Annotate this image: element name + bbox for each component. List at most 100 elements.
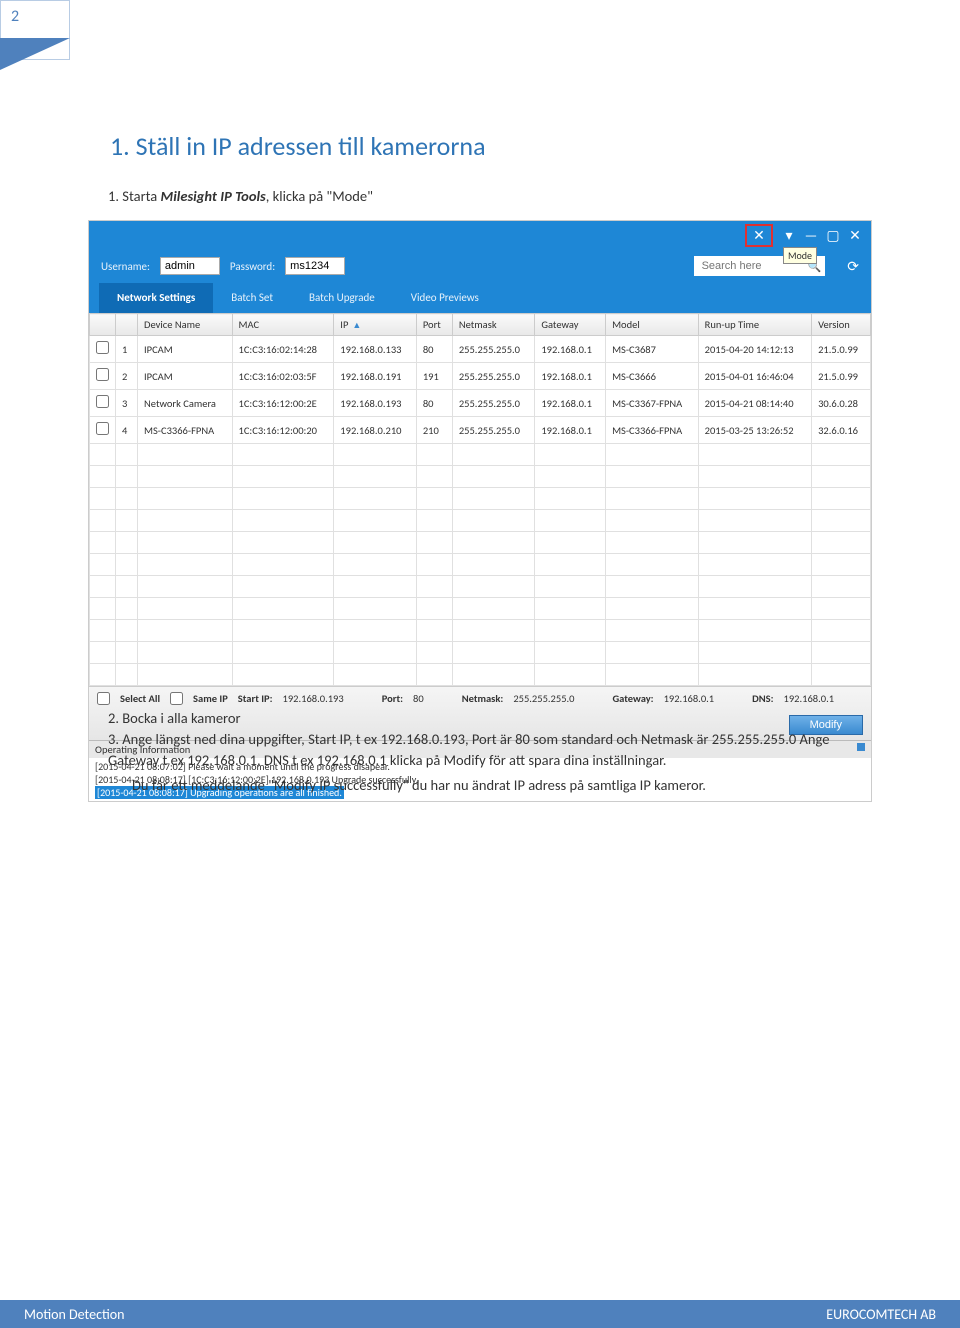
username-input[interactable] [160, 257, 220, 275]
row-mac: 1C:C3:16:12:00:20 [232, 417, 334, 444]
col-model[interactable]: Model [606, 314, 699, 336]
row-gateway: 192.168.0.1 [535, 363, 606, 390]
col-number[interactable] [116, 314, 138, 336]
col-runup[interactable]: Run-up Time [698, 314, 811, 336]
row-version: 30.6.0.28 [812, 390, 871, 417]
page-footer: Motion Detection EUROCOMTECH AB [0, 1300, 960, 1328]
topbar: Username: Password: 🔍 ⟳ [89, 249, 871, 283]
mode-icon[interactable]: ✕ [751, 227, 767, 244]
row-netmask: 255.255.255.0 [452, 363, 535, 390]
table-row-empty [90, 598, 871, 620]
col-ip[interactable]: IP▲ [334, 314, 417, 336]
table-row[interactable]: 3Network Camera1C:C3:16:12:00:2E192.168.… [90, 390, 871, 417]
tab-batch-set[interactable]: Batch Set [213, 283, 291, 313]
row-netmask: 255.255.255.0 [452, 390, 535, 417]
row-gateway: 192.168.0.1 [535, 417, 606, 444]
row-gateway: 192.168.0.1 [535, 390, 606, 417]
tab-batch-upgrade[interactable]: Batch Upgrade [291, 283, 393, 313]
row-checkbox[interactable] [96, 368, 109, 381]
row-ip: 192.168.0.193 [334, 390, 417, 417]
tabs: Network Settings Batch Set Batch Upgrade… [89, 283, 871, 313]
row-checkbox[interactable] [96, 422, 109, 435]
table-row-empty [90, 664, 871, 686]
select-all-label: Select All [120, 692, 160, 705]
col-netmask[interactable]: Netmask [452, 314, 535, 336]
tab-network-settings[interactable]: Network Settings [99, 283, 213, 313]
gateway-value[interactable]: 192.168.0.1 [664, 692, 715, 705]
same-ip-checkbox[interactable] [170, 692, 183, 705]
table-header-row: Device Name MAC IP▲ Port Netmask Gateway… [90, 314, 871, 336]
table-row-empty [90, 532, 871, 554]
table-row-empty [90, 510, 871, 532]
mode-tooltip: Mode [783, 247, 817, 264]
corner-decoration [0, 38, 70, 70]
step3: 3. Ange längst ned dina uppgifter, Start… [88, 729, 872, 771]
col-device-name[interactable]: Device Name [138, 314, 233, 336]
maximize-icon[interactable]: ▢ [825, 227, 841, 244]
mode-button-highlight: ✕ [745, 224, 773, 247]
row-model: MS-C3366-FPNA [606, 417, 699, 444]
steps-2-3: 2. Bocka i alla kameror 3. Ange längst n… [88, 708, 872, 796]
netmask-label: Netmask: [462, 692, 504, 705]
row-checkbox[interactable] [96, 341, 109, 354]
row-mac: 1C:C3:16:02:03:5F [232, 363, 334, 390]
port-label: Port: [382, 692, 403, 705]
section-title: 1. Ställ in IP adressen till kamerorna [110, 130, 486, 162]
password-label: Password: [230, 260, 275, 273]
start-ip-label: Start IP: [238, 692, 273, 705]
step2: 2. Bocka i alla kameror [88, 708, 872, 729]
dns-value[interactable]: 192.168.0.1 [784, 692, 835, 705]
row-device: Network Camera [138, 390, 233, 417]
col-port[interactable]: Port [416, 314, 452, 336]
dns-label: DNS: [752, 692, 773, 705]
row-model: MS-C3666 [606, 363, 699, 390]
minimize-tray-icon[interactable]: ▾ [781, 227, 797, 244]
username-label: Username: [101, 260, 150, 273]
row-mac: 1C:C3:16:02:14:28 [232, 336, 334, 363]
table-row[interactable]: 1IPCAM1C:C3:16:02:14:28192.168.0.1338025… [90, 336, 871, 363]
table-row[interactable]: 4 MS-C3366-FPNA 1C:C3:16:12:00:20 192.168.0… [90, 417, 871, 444]
table-row-empty [90, 554, 871, 576]
row-runup: 2015-03-25 13:26:52 [698, 417, 811, 444]
footer-left: Motion Detection [24, 1306, 125, 1323]
row-mac: 1C:C3:16:12:00:2E [232, 390, 334, 417]
row-runup: 2015-04-20 14:12:13 [698, 336, 811, 363]
device-table: Device Name MAC IP▲ Port Netmask Gateway… [89, 313, 871, 686]
netmask-value[interactable]: 255.255.255.0 [513, 692, 574, 705]
row-ip: 192.168.0.133 [334, 336, 417, 363]
tab-video-previews[interactable]: Video Previews [393, 283, 497, 313]
row-num: 1 [116, 336, 138, 363]
row-num: 4 [116, 417, 138, 444]
col-mac[interactable]: MAC [232, 314, 334, 336]
table-row-empty [90, 488, 871, 510]
sort-asc-icon: ▲ [352, 320, 361, 331]
row-gateway: 192.168.0.1 [535, 336, 606, 363]
table-row-empty [90, 642, 871, 664]
port-value[interactable]: 80 [413, 692, 424, 705]
table-row-empty [90, 444, 871, 466]
row-num: 2 [116, 363, 138, 390]
row-runup: 2015-04-21 08:14:40 [698, 390, 811, 417]
row-version: 32.6.0.16 [812, 417, 871, 444]
close-icon[interactable]: ✕ [847, 227, 863, 244]
row-ip: 192.168.0.191 [334, 363, 417, 390]
row-version: 21.5.0.99 [812, 363, 871, 390]
step1-text: 1. Starta Milesight IP Tools, klicka på … [108, 186, 373, 208]
start-ip-value[interactable]: 192.168.0.193 [283, 692, 344, 705]
row-runup: 2015-04-01 16:46:04 [698, 363, 811, 390]
row-netmask: 255.255.255.0 [452, 336, 535, 363]
row-model: MS-C3687 [606, 336, 699, 363]
col-version[interactable]: Version [812, 314, 871, 336]
minimize-icon[interactable]: — [803, 227, 819, 244]
row-netmask: 255.255.255.0 [452, 417, 535, 444]
row-port: 210 [416, 417, 452, 444]
col-checkbox[interactable] [90, 314, 116, 336]
row-checkbox[interactable] [96, 395, 109, 408]
table-row-empty [90, 576, 871, 598]
refresh-icon[interactable]: ⟳ [847, 258, 859, 275]
row-device: IPCAM [138, 363, 233, 390]
select-all-checkbox[interactable] [97, 692, 110, 705]
password-input[interactable] [285, 257, 345, 275]
col-gateway[interactable]: Gateway [535, 314, 606, 336]
table-row[interactable]: 2IPCAM1C:C3:16:02:03:5F192.168.0.1911912… [90, 363, 871, 390]
